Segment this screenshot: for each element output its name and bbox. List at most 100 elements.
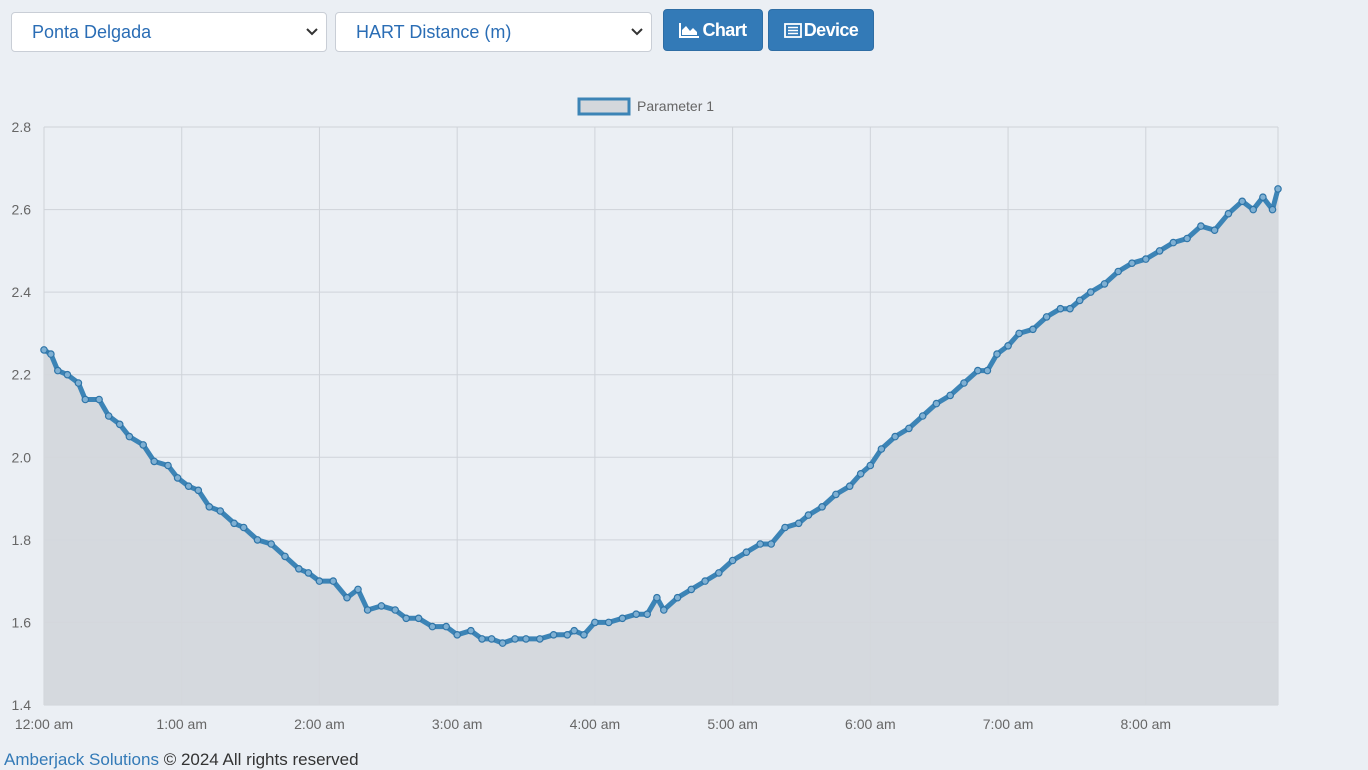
data-point xyxy=(960,379,968,387)
chevron-down-icon xyxy=(306,13,318,51)
data-point xyxy=(714,569,723,577)
data-point xyxy=(905,424,913,433)
x-tick-label: 12:00 am xyxy=(15,716,73,732)
data-point xyxy=(918,412,927,420)
copyright-text: © 2024 All rights reserved xyxy=(158,750,359,769)
data-point xyxy=(498,639,507,647)
data-point xyxy=(81,395,90,404)
data-point xyxy=(632,610,641,619)
line-chart: 2.8 2.6 2.4 2.2 2.0 1.8 1.6 1.4 12:00 am 1:00 am 2… xyxy=(12,97,1282,732)
data-point xyxy=(891,432,899,441)
data-point xyxy=(1142,255,1150,263)
x-tick-label: 4:00 am xyxy=(570,716,621,732)
data-point xyxy=(139,441,148,449)
data-point xyxy=(343,593,351,602)
data-point xyxy=(1066,304,1074,313)
data-point xyxy=(329,577,338,585)
data-point xyxy=(701,577,709,585)
y-tick-label: 2.6 xyxy=(12,202,32,218)
data-point xyxy=(856,469,865,478)
data-point xyxy=(866,461,875,470)
data-point xyxy=(673,593,682,602)
data-point xyxy=(1004,341,1012,350)
data-point xyxy=(804,511,813,519)
data-point xyxy=(1183,234,1191,243)
device-button[interactable]: Device xyxy=(768,9,874,51)
data-point xyxy=(781,523,789,532)
data-point xyxy=(1238,197,1247,206)
data-point xyxy=(580,630,588,639)
data-point xyxy=(1268,205,1277,214)
data-point xyxy=(794,519,803,528)
data-point xyxy=(1128,259,1136,268)
data-point xyxy=(253,536,262,544)
data-point xyxy=(428,622,437,631)
data-point xyxy=(63,370,72,379)
data-point xyxy=(1169,238,1178,247)
data-point xyxy=(216,507,225,515)
data-point xyxy=(535,635,544,643)
data-point xyxy=(294,564,303,573)
data-point xyxy=(1056,304,1065,313)
y-tick-label: 2.0 xyxy=(12,449,32,465)
data-point xyxy=(511,635,519,643)
y-tick-label: 1.6 xyxy=(12,614,32,630)
data-point xyxy=(570,626,579,635)
data-point xyxy=(932,399,941,408)
footer: Amberjack Solutions © 2024 All rights re… xyxy=(4,750,359,770)
data-point xyxy=(687,585,696,594)
data-point xyxy=(363,606,372,614)
data-point xyxy=(756,540,765,548)
chart-button[interactable]: Chart xyxy=(663,9,763,51)
data-point xyxy=(522,635,530,643)
data-point xyxy=(467,626,475,635)
list-icon xyxy=(783,22,802,38)
data-point xyxy=(618,614,627,623)
data-point xyxy=(845,482,854,491)
data-point xyxy=(391,606,400,614)
device-button-label: Device xyxy=(803,19,859,40)
location-select-value: Ponta Delgada xyxy=(32,22,152,42)
x-tick-label: 8:00 am xyxy=(1120,716,1171,732)
data-point xyxy=(402,614,411,623)
data-point xyxy=(414,614,423,623)
data-point xyxy=(74,379,83,387)
data-point xyxy=(1075,296,1084,305)
data-point xyxy=(115,420,124,429)
data-point xyxy=(194,486,203,495)
x-tick-label: 1:00 am xyxy=(156,716,207,732)
data-point xyxy=(315,577,324,585)
data-point xyxy=(549,630,558,639)
x-tick-label: 5:00 am xyxy=(707,716,758,732)
y-tick-label: 1.8 xyxy=(12,532,32,548)
data-point xyxy=(1249,205,1258,214)
data-point xyxy=(354,585,362,594)
data-point xyxy=(1210,226,1219,235)
data-point xyxy=(1029,325,1037,334)
data-point xyxy=(973,366,982,375)
parameter-select[interactable]: HART Distance (m) xyxy=(335,12,652,52)
data-point xyxy=(230,519,238,528)
data-point xyxy=(184,482,193,491)
y-tick-label: 2.4 xyxy=(12,284,32,300)
y-tick-label: 2.8 xyxy=(12,119,32,135)
data-point xyxy=(993,350,1001,358)
data-point xyxy=(1224,209,1233,218)
data-point xyxy=(281,552,289,561)
data-point xyxy=(1155,247,1164,255)
data-point xyxy=(164,461,172,470)
company-link[interactable]: Amberjack Solutions xyxy=(4,750,159,769)
data-point xyxy=(1042,313,1051,321)
data-point xyxy=(1259,193,1267,202)
data-point xyxy=(478,635,486,643)
data-point xyxy=(591,618,599,627)
data-point xyxy=(205,502,214,511)
data-point xyxy=(150,457,159,466)
x-tick-label: 7:00 am xyxy=(983,716,1034,732)
location-select[interactable]: Ponta Delgada xyxy=(11,12,327,52)
data-point xyxy=(563,630,572,639)
data-point xyxy=(728,556,737,565)
chart-button-label: Chart xyxy=(702,19,747,40)
data-point xyxy=(239,523,248,532)
x-tick-label: 6:00 am xyxy=(845,716,896,732)
